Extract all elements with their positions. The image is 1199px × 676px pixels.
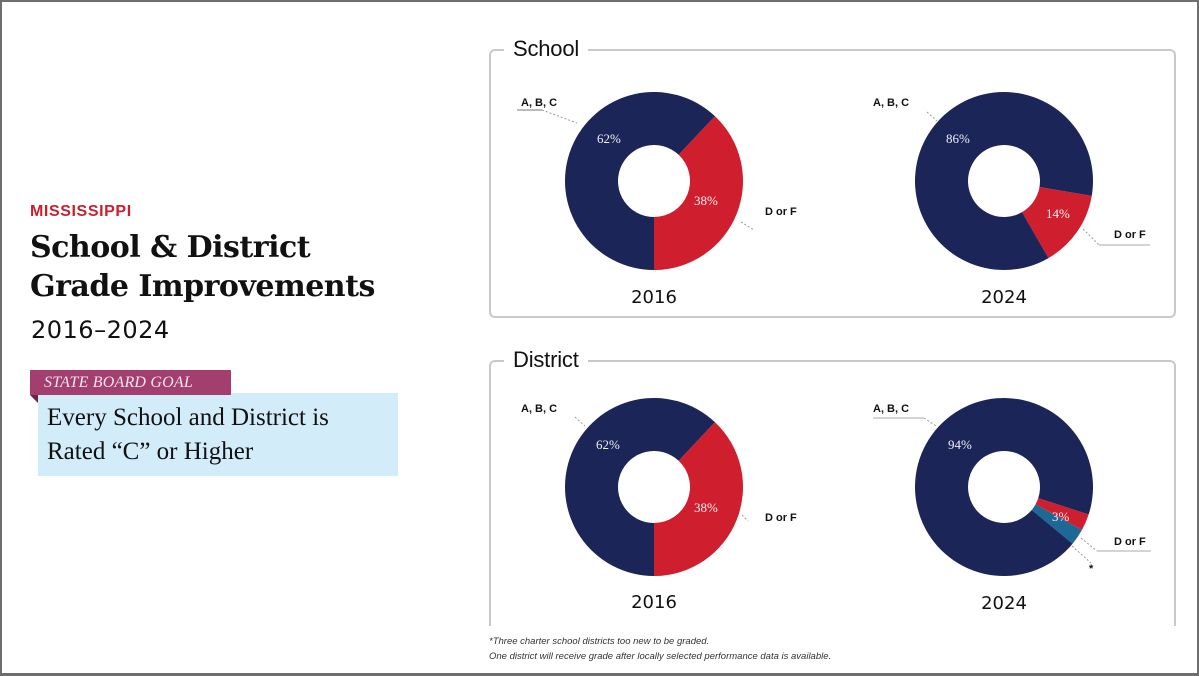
year-district-2024: 2024 (981, 593, 1027, 614)
year-range: 2016–2024 (31, 316, 170, 344)
donut-school-2024 (915, 92, 1094, 270)
value-abc-school-2016: 62% (597, 131, 621, 146)
value-dorf-school-2016: 38% (694, 193, 718, 208)
donut-segment-d-or-f (654, 116, 743, 270)
goal-tag (30, 370, 231, 395)
leader-line (1071, 545, 1092, 564)
donut-district-2016 (565, 398, 743, 576)
goal-box (38, 393, 398, 476)
donut-segment-d-or-f (654, 422, 743, 576)
school-panel (489, 49, 1176, 318)
page-title: School & District Grade Improvements (30, 228, 375, 306)
year-district-2016: 2016 (631, 592, 677, 613)
donut-school-2016 (565, 91, 743, 271)
donut-segment-d-or-f (1035, 498, 1089, 530)
leader-line (1080, 537, 1098, 552)
value-abc-school-2024: 86% (946, 131, 970, 146)
goal-tag-fold (30, 395, 38, 403)
label-dorf-district-2016: D or F (765, 512, 797, 524)
value-dorf-school-2024: 14% (1046, 206, 1070, 221)
year-school-2024: 2024 (981, 287, 1027, 308)
leader-line (741, 514, 749, 522)
goal-statement: Every School and District is Rated “C” o… (47, 401, 329, 469)
label-abc-district-2016: A, B, C (521, 403, 557, 415)
school-panel-title: School (504, 36, 589, 62)
goal-tag-label: STATE BOARD GOAL (44, 374, 193, 391)
donut-segment-a-b-c (565, 398, 715, 576)
value-abc-district-2024: 94% (948, 437, 972, 452)
label-dorf-school-2024: D or F (1114, 229, 1146, 241)
label-asterisk-district-2024: * (1089, 563, 1094, 575)
goal-line-1: Every School and District is (47, 404, 329, 431)
label-abc-school-2016: A, B, C (521, 97, 557, 109)
donut-segment-not-graded (1031, 504, 1082, 544)
donut-segment-a-b-c (565, 91, 715, 271)
donut-segment-a-b-c (914, 398, 1094, 576)
label-abc-district-2024: A, B, C (873, 403, 909, 415)
leader-line (923, 417, 937, 427)
leader-line (926, 111, 938, 122)
leader-line (574, 416, 586, 427)
donut-segment-d-or-f (1022, 187, 1092, 259)
state-label: MISSISSIPPI (30, 203, 132, 220)
district-panel (489, 360, 1176, 642)
year-school-2016: 2016 (631, 287, 677, 308)
district-panel-title: District (504, 347, 588, 373)
leader-line (740, 221, 755, 231)
label-dorf-school-2016: D or F (765, 206, 797, 218)
label-dorf-district-2024: D or F (1114, 536, 1146, 548)
title-line-2: Grade Improvements (30, 269, 375, 304)
donut-segment-a-b-c (915, 92, 1094, 270)
footnote-line-1: *Three charter school districts too new … (489, 636, 710, 647)
leader-line (1082, 228, 1100, 246)
value-dorf-district-2016: 38% (694, 500, 718, 515)
district-panel-open-bottom (485, 626, 1185, 646)
footnote-line-2: One district will receive grade after lo… (489, 651, 832, 662)
leader-line (541, 109, 578, 124)
goal-line-2: Rated “C” or Higher (47, 438, 254, 465)
value-dorf-district-2024: 3% (1052, 509, 1070, 524)
value-abc-district-2016: 62% (596, 437, 620, 452)
label-abc-school-2024: A, B, C (873, 97, 909, 109)
donut-district-2024 (914, 398, 1094, 576)
title-line-1: School & District (30, 230, 311, 265)
